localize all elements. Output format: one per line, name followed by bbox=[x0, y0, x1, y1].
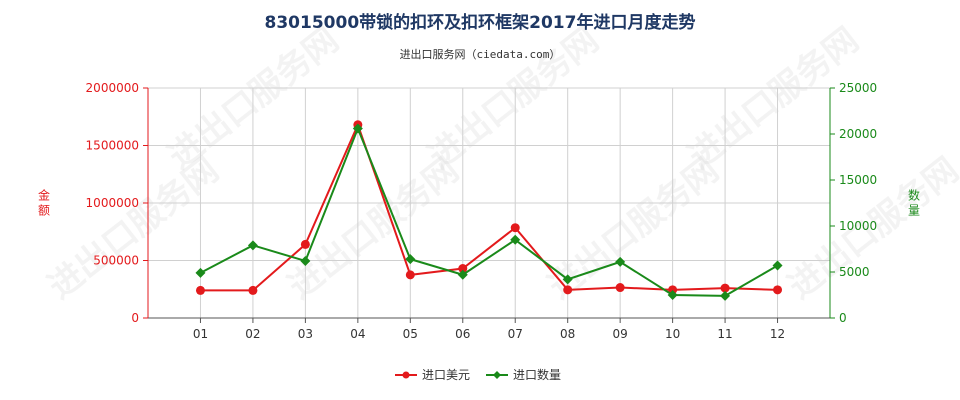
right-axis-label-char: 数 bbox=[908, 188, 920, 203]
x-tick-label: 02 bbox=[245, 327, 260, 341]
left-tick-label: 1500000 bbox=[86, 139, 139, 153]
series-line-1 bbox=[199, 125, 779, 297]
series-point-0 bbox=[248, 285, 258, 295]
watermark-text: 进出口服务网 bbox=[681, 20, 866, 177]
series-point-1 bbox=[405, 254, 416, 265]
series-point-0 bbox=[720, 283, 730, 293]
legend-label-1: 进口数量 bbox=[513, 367, 561, 382]
x-tick-label: 05 bbox=[403, 327, 418, 341]
series-point-1 bbox=[615, 256, 626, 267]
x-tick-label: 03 bbox=[298, 327, 313, 341]
plot-area: 0 500000 1000000 1500000 2000000 0 5000 10000 15… bbox=[38, 81, 920, 341]
left-axis-label-char: 额 bbox=[38, 204, 50, 218]
right-tick-label: 25000 bbox=[839, 81, 877, 95]
series-point-0 bbox=[615, 283, 625, 293]
series-point-0 bbox=[773, 285, 783, 295]
series-line-0 bbox=[200, 122, 778, 292]
x-tick-label: 07 bbox=[508, 327, 523, 341]
series-point-1 bbox=[247, 240, 258, 251]
series-point-1 bbox=[195, 267, 206, 278]
series-point-1 bbox=[352, 123, 363, 134]
left-tick-label: 500000 bbox=[93, 254, 139, 268]
right-tick-label: 10000 bbox=[839, 219, 877, 233]
series-point-1 bbox=[562, 274, 573, 285]
x-tick-label: 10 bbox=[665, 327, 680, 341]
x-tick-label: 06 bbox=[455, 327, 470, 341]
series-point-0 bbox=[300, 239, 310, 249]
chart-subtitle: 进出口服务网（ciedata.com） bbox=[400, 47, 561, 61]
x-tick-label: 08 bbox=[560, 327, 575, 341]
left-tick-label: 2000000 bbox=[86, 81, 139, 95]
watermark-text: 进出口服务网 bbox=[421, 20, 606, 177]
right-tick-label: 5000 bbox=[839, 265, 870, 279]
series-point-1 bbox=[300, 255, 311, 266]
series-point-0 bbox=[668, 285, 678, 295]
series-point-1 bbox=[667, 290, 678, 300]
series-point-0 bbox=[563, 285, 573, 295]
left-tick-label: 1000000 bbox=[86, 196, 139, 210]
left-axis-label: 金额 bbox=[38, 188, 50, 218]
x-tick-label: 04 bbox=[350, 327, 365, 341]
chart-title: 83015000带锁的扣环及扣环框架2017年进口月度走势 bbox=[265, 12, 696, 33]
series-point-1 bbox=[772, 260, 783, 271]
series-point-1 bbox=[457, 269, 468, 280]
left-axis-label-char: 金 bbox=[38, 188, 50, 203]
right-axis-label-char: 量 bbox=[908, 204, 920, 218]
series-point-0 bbox=[458, 264, 468, 274]
right-axis-label: 数量 bbox=[908, 188, 920, 218]
legend: 进口美元 进口数量 bbox=[395, 367, 561, 382]
series-point-0 bbox=[510, 223, 520, 233]
watermark-text: 进出口服务网 bbox=[281, 150, 466, 307]
right-tick-label: 20000 bbox=[839, 127, 877, 141]
right-tick-label: 0 bbox=[839, 311, 847, 325]
legend-label-0: 进口美元 bbox=[422, 368, 470, 382]
left-tick-label: 0 bbox=[131, 311, 139, 325]
watermark-text: 进出口服务网 bbox=[541, 150, 726, 307]
watermark-text: 进出口服务网 bbox=[161, 20, 346, 177]
series-point-1 bbox=[720, 290, 731, 301]
series-point-1 bbox=[510, 234, 521, 245]
legend-swatch-marker-1 bbox=[493, 371, 501, 379]
series-point-0 bbox=[405, 270, 415, 280]
series-point-0 bbox=[195, 285, 205, 295]
x-tick-label: 01 bbox=[193, 327, 208, 341]
x-tick-label: 09 bbox=[613, 327, 628, 341]
right-tick-label: 15000 bbox=[839, 173, 877, 187]
x-tick-label: 12 bbox=[770, 327, 785, 341]
legend-swatch-marker-0 bbox=[402, 371, 410, 379]
watermark-text: 进出口服务网 bbox=[41, 150, 226, 307]
x-tick-label: 11 bbox=[717, 327, 732, 341]
